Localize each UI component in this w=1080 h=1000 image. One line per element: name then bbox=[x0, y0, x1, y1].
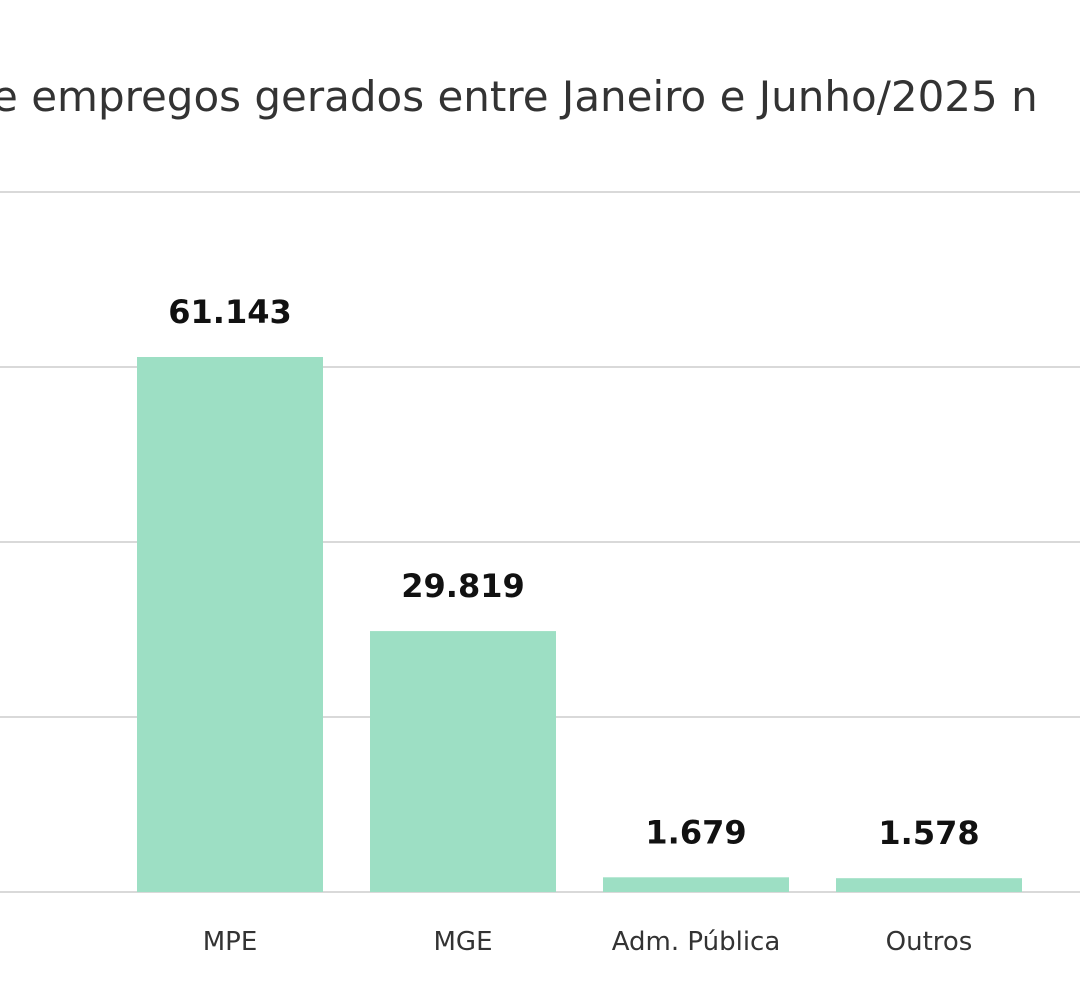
value-label: 29.819 bbox=[401, 567, 524, 605]
value-label: 1.679 bbox=[645, 813, 746, 851]
bars bbox=[137, 356, 1022, 892]
category-label: Adm. Pública bbox=[612, 927, 781, 957]
bar-outros bbox=[836, 878, 1022, 892]
bar-mge bbox=[370, 631, 556, 892]
chart-title: e empregos gerados entre Janeiro e Junho… bbox=[0, 72, 1038, 121]
category-label: MGE bbox=[433, 927, 492, 957]
category-label: Outros bbox=[886, 927, 973, 957]
value-labels: 61.143 29.819 1.679 1.578 bbox=[168, 293, 979, 852]
category-label: MPE bbox=[203, 927, 258, 957]
value-label: 61.143 bbox=[168, 293, 291, 331]
value-label: 1.578 bbox=[878, 814, 979, 852]
category-labels: MPE MGE Adm. Pública Outros bbox=[203, 927, 973, 957]
bar-adm-p-blica bbox=[603, 877, 789, 892]
bar-mpe bbox=[137, 356, 323, 892]
